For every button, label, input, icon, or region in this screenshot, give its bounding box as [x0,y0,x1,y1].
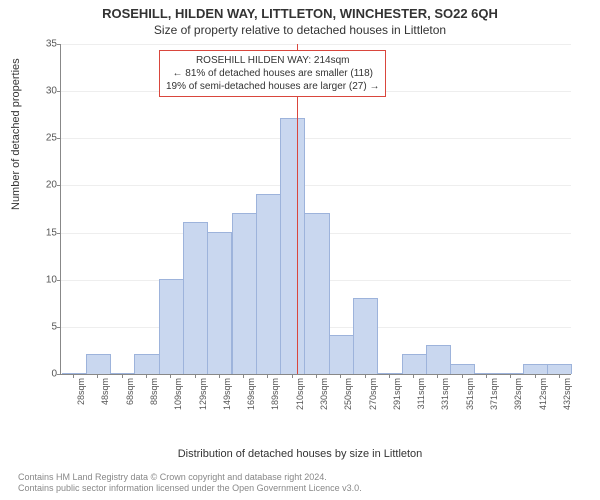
info-box: ROSEHILL HILDEN WAY: 214sqm← 81% of deta… [159,50,386,97]
histogram-bar [86,354,111,374]
footer-attribution: Contains HM Land Registry data © Crown c… [18,472,362,495]
x-tick-label: 48sqm [100,378,110,405]
y-tick-label: 25 [17,133,57,144]
x-tick-label: 311sqm [416,378,426,409]
y-tick-mark [57,44,61,45]
histogram-bar [280,118,305,374]
x-tick-label: 230sqm [319,378,329,410]
x-tick-mark [437,374,438,378]
x-axis-label: Distribution of detached houses by size … [0,448,600,460]
y-tick-mark [57,233,61,234]
y-tick-label: 15 [17,227,57,238]
y-tick-mark [57,138,61,139]
x-tick-mark [73,374,74,378]
y-tick-label: 10 [17,274,57,285]
y-tick-mark [57,280,61,281]
x-tick-mark [146,374,147,378]
y-tick-mark [57,374,61,375]
x-tick-mark [413,374,414,378]
histogram-bar [547,364,572,374]
x-tick-mark [267,374,268,378]
x-tick-mark [389,374,390,378]
x-tick-label: 28sqm [76,378,86,405]
histogram-bar [256,194,281,374]
main-title: ROSEHILL, HILDEN WAY, LITTLETON, WINCHES… [0,0,600,21]
y-tick-label: 35 [17,39,57,50]
grid-line [61,185,571,186]
x-tick-label: 392sqm [513,378,523,410]
x-tick-label: 169sqm [246,378,256,410]
y-tick-mark [57,327,61,328]
x-tick-mark [122,374,123,378]
footer-line-1: Contains HM Land Registry data © Crown c… [18,472,362,483]
grid-line [61,138,571,139]
x-tick-mark [462,374,463,378]
histogram-bar [159,279,184,374]
x-tick-mark [316,374,317,378]
histogram-bar [207,232,232,374]
x-tick-mark [292,374,293,378]
x-tick-label: 432sqm [562,378,572,410]
histogram-bar [499,373,524,374]
x-tick-label: 291sqm [392,378,402,410]
info-box-line-3: 19% of semi-detached houses are larger (… [166,80,379,93]
x-tick-mark [559,374,560,378]
x-tick-label: 68sqm [125,378,135,405]
y-tick-mark [57,185,61,186]
y-tick-label: 20 [17,180,57,191]
x-tick-label: 210sqm [295,378,305,410]
histogram-bar [329,335,354,374]
x-tick-label: 412sqm [538,378,548,410]
histogram-bar [304,213,329,374]
x-tick-mark [365,374,366,378]
x-tick-label: 270sqm [368,378,378,410]
x-tick-mark [510,374,511,378]
x-tick-mark [535,374,536,378]
histogram-bar [134,354,159,374]
x-tick-label: 250sqm [343,378,353,410]
x-tick-label: 129sqm [198,378,208,410]
x-tick-mark [340,374,341,378]
histogram-bar [426,345,451,374]
y-tick-mark [57,91,61,92]
x-tick-label: 331sqm [440,378,450,410]
chart-area: 0510152025303528sqm48sqm68sqm88sqm109sqm… [60,44,570,404]
y-tick-label: 0 [17,369,57,380]
x-tick-label: 351sqm [465,378,475,410]
y-tick-label: 5 [17,321,57,332]
x-tick-label: 88sqm [149,378,159,405]
grid-line [61,44,571,45]
x-tick-label: 109sqm [173,378,183,410]
histogram-bar [377,373,402,374]
histogram-bar [110,373,135,374]
x-tick-mark [243,374,244,378]
x-tick-mark [486,374,487,378]
sub-title: Size of property relative to detached ho… [0,21,600,37]
histogram-bar [183,222,208,374]
x-tick-mark [195,374,196,378]
x-tick-label: 149sqm [222,378,232,410]
info-box-line-1: ROSEHILL HILDEN WAY: 214sqm [166,54,379,67]
histogram-bar [353,298,378,374]
info-box-line-2: ← 81% of detached houses are smaller (11… [166,67,379,80]
histogram-bar [402,354,427,374]
x-tick-mark [97,374,98,378]
histogram-bar [232,213,257,374]
histogram-bar [523,364,548,374]
y-tick-label: 30 [17,86,57,97]
x-tick-mark [219,374,220,378]
x-tick-label: 371sqm [489,378,499,410]
histogram-plot: 0510152025303528sqm48sqm68sqm88sqm109sqm… [60,44,571,375]
x-tick-mark [170,374,171,378]
x-tick-label: 189sqm [270,378,280,410]
footer-line-2: Contains public sector information licen… [18,483,362,494]
histogram-bar [450,364,475,374]
